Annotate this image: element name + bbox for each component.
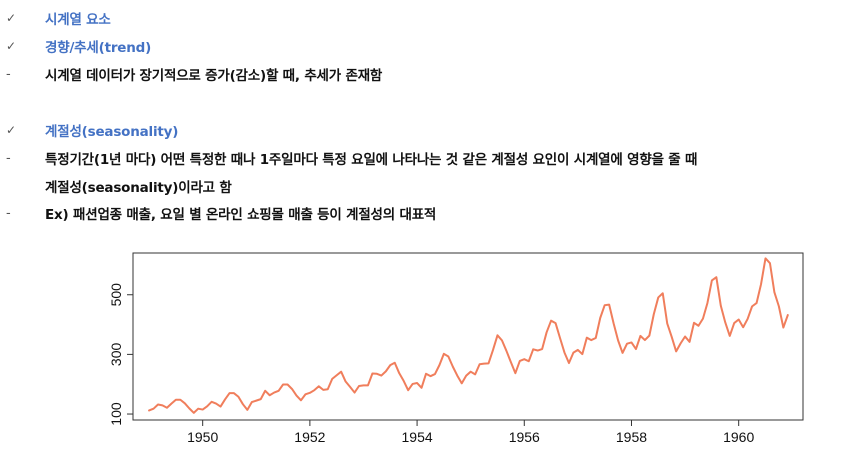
x-tick-label-1960: 1960 <box>723 429 754 445</box>
x-tick-label-1956: 1956 <box>509 429 540 445</box>
y-tick-label-500: 500 <box>108 283 124 307</box>
dash-marker: - <box>6 66 11 82</box>
section-heading-time-series-components: 시계열 요소 <box>45 12 111 28</box>
y-tick-label-100: 100 <box>108 402 124 426</box>
series-line-0 <box>148 257 789 414</box>
seasonality-description-continued: 계절성(seasonality)이라고 함 <box>45 180 232 196</box>
trend-description: 시계열 데이터가 장기적으로 증가(감소)할 때, 추세가 존재함 <box>45 68 383 84</box>
seasonality-example: Ex) 패션업종 매출, 요일 별 온라인 쇼핑몰 매출 등이 계절성의 대표적 <box>45 207 437 223</box>
dash-marker: - <box>6 150 11 166</box>
check-icon: ✓ <box>6 11 17 25</box>
check-icon: ✓ <box>6 39 17 53</box>
dash-marker: - <box>6 205 11 221</box>
x-tick-label-1950: 1950 <box>187 429 218 445</box>
section-heading-seasonality: 계절성(seasonality) <box>45 124 179 140</box>
seasonality-description: 특정기간(1년 마다) 어떤 특정한 때나 1주일마다 특정 요일에 나타나는 … <box>45 152 698 168</box>
x-tick-label-1952: 1952 <box>294 429 325 445</box>
x-tick-label-1958: 1958 <box>616 429 647 445</box>
check-icon: ✓ <box>6 123 17 137</box>
section-heading-trend: 경향/추세(trend) <box>45 40 152 56</box>
x-tick-label-1954: 1954 <box>402 429 433 445</box>
y-tick-label-300: 300 <box>108 343 124 367</box>
plot-frame <box>132 252 804 421</box>
